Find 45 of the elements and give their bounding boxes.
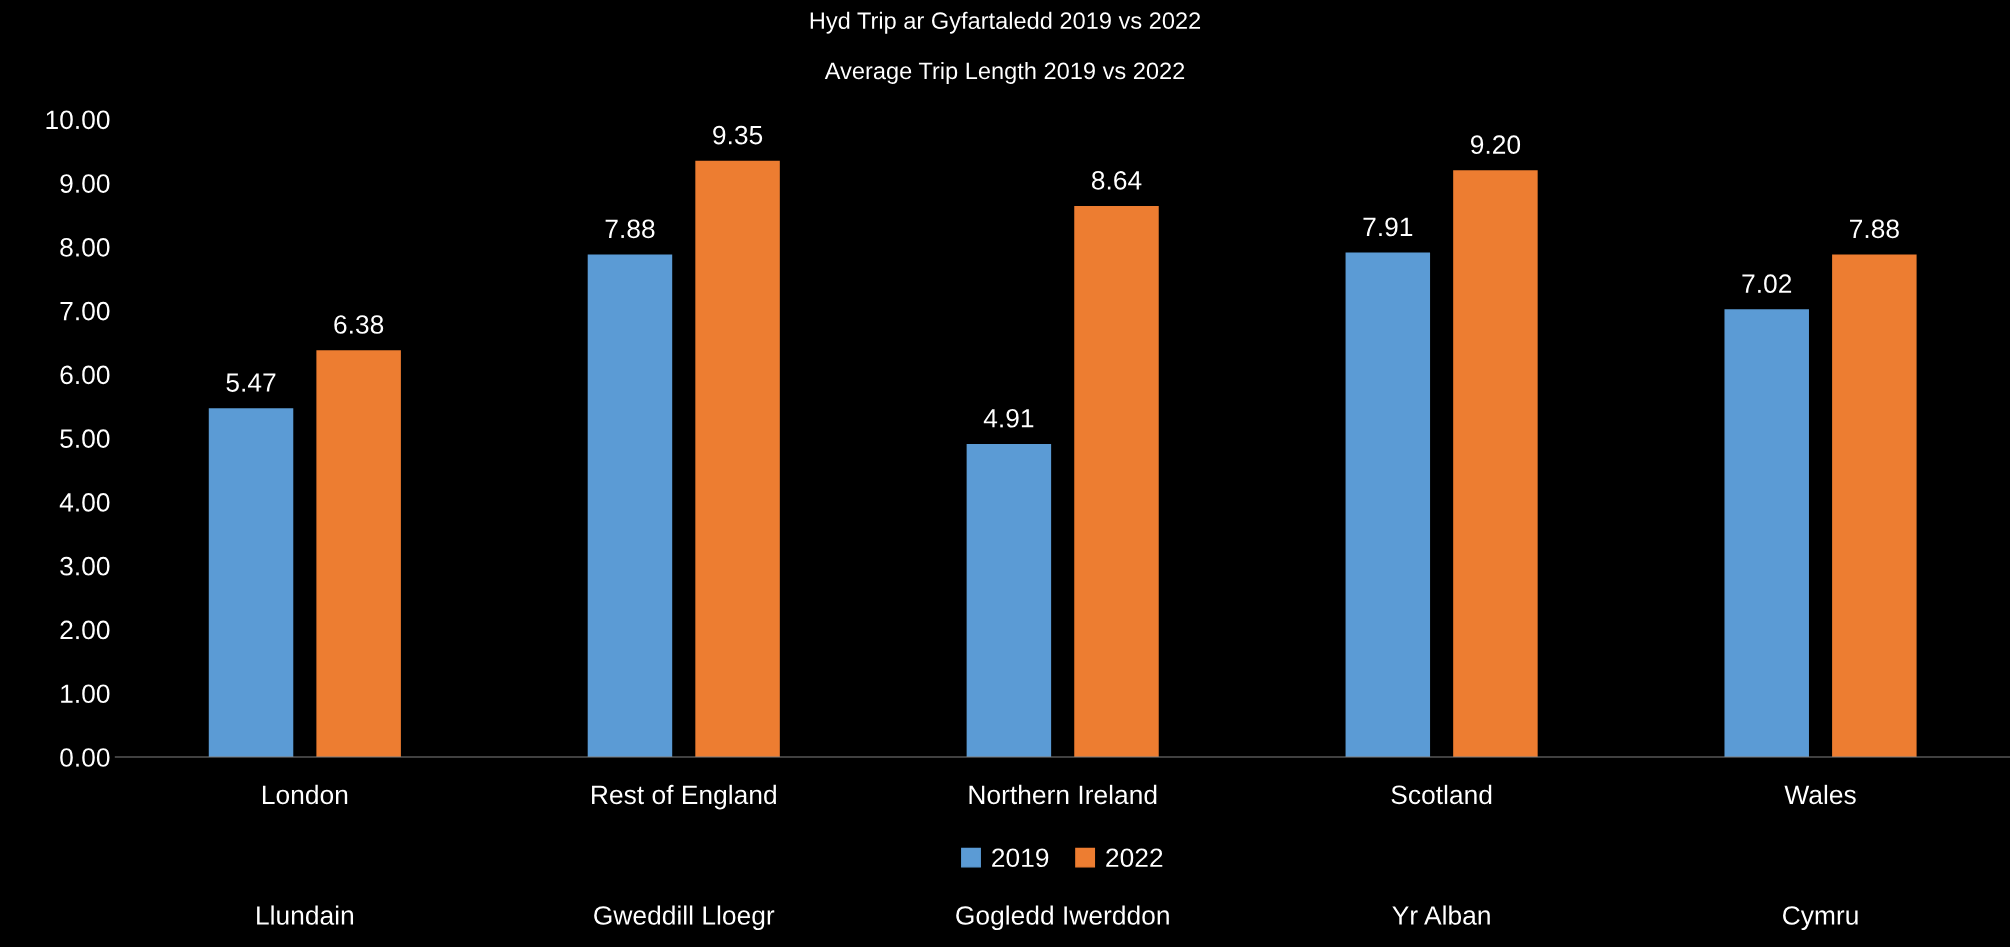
y-tick-label: 6.00 — [60, 365, 110, 385]
y-tick-label: 10.00 — [46, 110, 110, 130]
y-tick-label: 9.00 — [60, 174, 110, 193]
data-label: 6.38 — [334, 315, 384, 334]
bar — [1453, 170, 1538, 758]
bar — [587, 254, 673, 758]
text: Yr Alban — [1392, 905, 1490, 925]
y-tick-label: 8.00 — [60, 238, 110, 257]
x-tick-label: Rest of England — [592, 784, 776, 810]
bar — [1074, 206, 1159, 758]
legend-label: 2022 — [1106, 848, 1163, 868]
x-tick-label: London — [262, 784, 348, 805]
text: Gweddill Lloegr — [594, 905, 775, 931]
data-label: 5.47 — [226, 373, 276, 392]
y-tick-label: 3.00 — [60, 556, 110, 576]
bar — [966, 443, 1052, 758]
y-tick-label: 1.00 — [61, 684, 110, 704]
bar — [1832, 254, 1917, 758]
data-label: 7.02 — [1742, 274, 1792, 294]
legend-label: 2019 — [992, 848, 1049, 868]
chart-subtitle: Average Trip Length 2019 vs 2022 — [824, 61, 1185, 84]
bar — [208, 408, 294, 758]
bar — [695, 160, 780, 758]
text: Gogledd Iwerddon — [956, 905, 1169, 931]
data-label: 7.88 — [1850, 219, 1899, 239]
y-tick-label: 4.00 — [59, 493, 110, 512]
data-label: 9.35 — [713, 125, 763, 145]
y-tick-label: 2.00 — [60, 620, 110, 640]
data-label: 9.20 — [1470, 135, 1521, 155]
y-tick-label: 0.00 — [60, 748, 110, 767]
x-tick-label: Wales — [1784, 784, 1856, 805]
data-label: 7.91 — [1363, 217, 1413, 237]
bar — [1345, 252, 1431, 758]
y-tick-label: 5.00 — [60, 429, 110, 448]
data-label: 4.91 — [983, 408, 1034, 428]
y-tick-label: 7.00 — [60, 301, 110, 321]
x-tick-label: Northern Ireland — [969, 784, 1157, 805]
data-label: 7.88 — [605, 219, 655, 239]
chart-title: Hyd Trip ar Gyfartaledd 2019 vs 2022 — [810, 11, 1201, 34]
data-label: 8.64 — [1091, 171, 1142, 190]
text: Cymru — [1783, 906, 1858, 931]
x-tick-label: Scotland — [1391, 784, 1492, 805]
text: Llundain — [257, 905, 354, 925]
bar — [1724, 309, 1809, 758]
bar — [316, 350, 401, 758]
